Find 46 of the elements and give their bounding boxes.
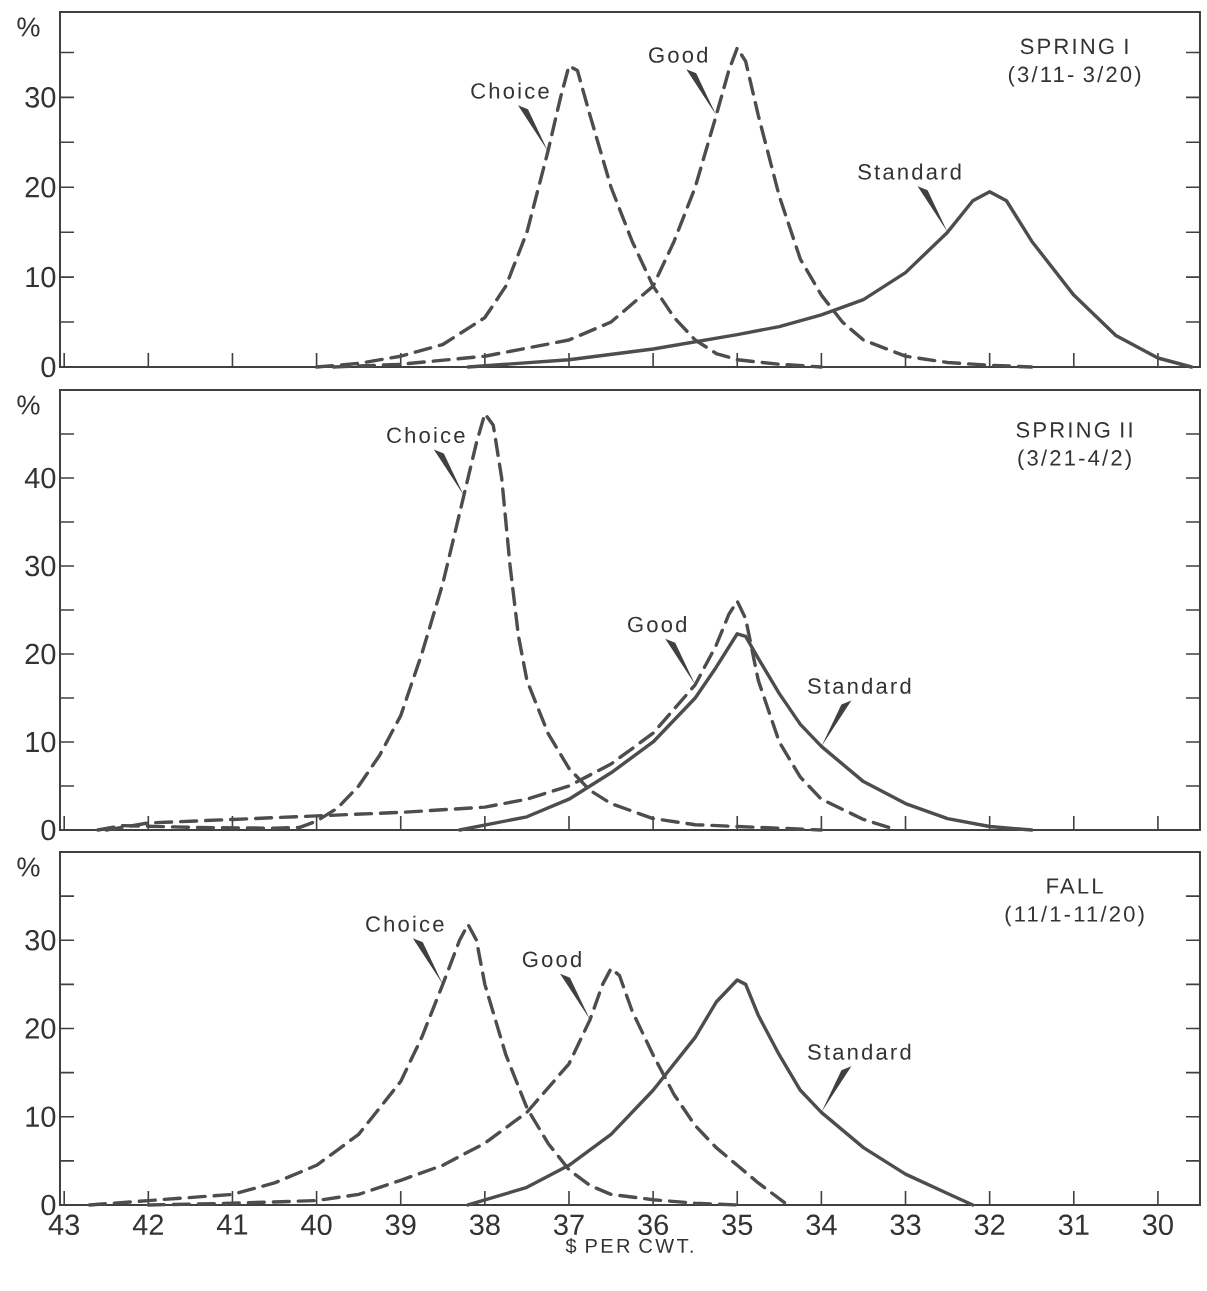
- series-label: Standard: [808, 677, 911, 694]
- x-axis-title: $ PER CWT.: [565, 1237, 693, 1255]
- series-label: Standard: [858, 163, 961, 180]
- x-tick-label: 39: [385, 1214, 416, 1236]
- text: SPRING I: [1020, 38, 1128, 55]
- series-label: Choice: [387, 426, 465, 444]
- x-tick-label: 42: [132, 1214, 163, 1235]
- x-tick-label: 30: [1142, 1214, 1173, 1236]
- x-tick-label: 38: [469, 1214, 500, 1236]
- text: (3/11- 3/20): [1008, 66, 1141, 87]
- text: (11/1-11/20): [1005, 905, 1144, 927]
- y-tick-label: 0: [41, 819, 56, 841]
- y-axis-title: %: [17, 857, 40, 877]
- x-tick-label: 43: [48, 1214, 80, 1236]
- series-label: Standard: [808, 1043, 911, 1060]
- x-tick-label: 32: [974, 1214, 1005, 1236]
- series-label: Choice: [366, 915, 444, 932]
- y-tick-label: 20: [25, 1018, 56, 1039]
- x-tick-label: 31: [1058, 1214, 1089, 1236]
- y-tick-label: 0: [41, 1194, 56, 1216]
- y-tick-label: 10: [26, 731, 56, 753]
- y-tick-label: 10: [26, 1106, 56, 1128]
- y-tick-label: 20: [25, 643, 56, 665]
- x-tick-label: 33: [890, 1214, 921, 1236]
- text: SPRING II: [1016, 422, 1132, 438]
- series-label: Good: [649, 46, 707, 63]
- y-axis-title: %: [17, 17, 40, 37]
- y-tick-label: 10: [26, 266, 56, 288]
- x-tick-label: 40: [301, 1214, 332, 1236]
- x-tick-label: 34: [806, 1214, 837, 1236]
- y-tick-label: 0: [41, 356, 56, 378]
- x-tick-label: 37: [553, 1214, 584, 1236]
- series-label: Good: [628, 616, 686, 633]
- x-tick-label: 41: [216, 1214, 248, 1235]
- y-tick-label: 30: [25, 87, 56, 108]
- text: (3/21-4/2): [1018, 449, 1131, 471]
- y-axis-title: %: [17, 395, 40, 415]
- series-label: Good: [522, 950, 581, 968]
- series-label: Choice: [471, 82, 549, 99]
- x-tick-label: 36: [638, 1214, 668, 1236]
- y-tick-label: 30: [25, 555, 56, 577]
- y-tick-label: 30: [25, 929, 56, 951]
- text: FALL: [1047, 878, 1103, 894]
- x-tick-label: 35: [722, 1214, 753, 1236]
- y-tick-label: 40: [24, 467, 56, 489]
- y-tick-label: 20: [25, 176, 56, 198]
